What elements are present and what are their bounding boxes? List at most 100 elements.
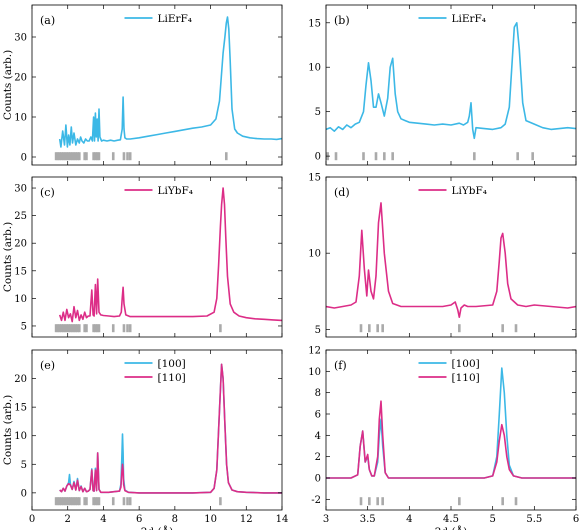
reflection-marker (92, 152, 95, 161)
series-line-primary (326, 202, 576, 318)
reflection-marker (92, 324, 95, 333)
x-tick-label: 4 (100, 514, 106, 525)
reflection-marker (219, 324, 222, 333)
reflection-marker (74, 324, 78, 333)
plot-frame (325, 4, 577, 166)
reflection-marker (65, 152, 69, 161)
chart-panel-a: 0 10 20 30 (a) LiErF₄ Counts (arb.) (2, 4, 283, 166)
legend-entry: [110] (452, 372, 480, 384)
legend-entry: [100] (158, 358, 186, 370)
y-axis-label: Counts (arb.) (2, 395, 14, 465)
reflection-marker (83, 152, 86, 161)
y-tick-label: 20 (14, 239, 27, 250)
chart-panel-c: 5 10 15 20 25 30 (c) LiYbF₄ Counts (arb.) (2, 176, 283, 338)
y-tick-label: 25 (14, 211, 27, 222)
reflection-marker (122, 324, 126, 333)
y-tick-label: 0 (21, 488, 27, 499)
reflection-marker (85, 152, 88, 161)
y-tick-label: 20 (14, 374, 27, 385)
reflection-marker (78, 152, 81, 161)
y-tick-label: 0 (315, 474, 321, 485)
panel-label: (a) (40, 14, 55, 27)
reflection-marker (65, 324, 69, 333)
reflection-marker (501, 497, 504, 506)
y-tick-label: 15 (308, 173, 321, 184)
reflection-marker (381, 497, 384, 506)
legend-entry: LiErF₄ (452, 13, 487, 25)
x-axis-label: 2d (Å) (435, 524, 468, 530)
y-tick-label: 5 (315, 107, 321, 118)
reflection-marker (122, 497, 126, 506)
reflection-marker (56, 324, 60, 333)
reflection-marker (514, 324, 518, 333)
reflection-marker (501, 324, 504, 333)
reflection-marker (69, 152, 72, 161)
reflection-marker (531, 152, 534, 161)
reflection-marker (111, 324, 115, 333)
y-tick-label: 30 (14, 184, 27, 195)
reflection-marker (56, 497, 60, 506)
reflection-marker (368, 497, 371, 506)
reflection-marker (97, 324, 101, 333)
y-tick-label: 15 (14, 266, 27, 277)
x-tick-label: 10 (204, 514, 217, 525)
reflection-marker (514, 497, 518, 506)
legend-entry: LiYbF₄ (452, 185, 487, 197)
reflection-marker (67, 152, 70, 161)
reflection-marker (85, 497, 88, 506)
y-tick-label: 2 (315, 452, 321, 463)
reflection-marker (69, 324, 72, 333)
reflection-marker (58, 497, 61, 506)
reflection-marker (74, 152, 78, 161)
reflection-marker (374, 152, 378, 161)
reflection-marker (94, 497, 97, 506)
y-tick-label: 4 (315, 431, 321, 442)
reflection-marker (94, 324, 97, 333)
x-tick-label: 12 (240, 514, 253, 525)
y-tick-label: 10 (308, 249, 321, 260)
chart-panel-d: 5 10 15 (d) LiYbF₄ (308, 173, 577, 338)
reflection-marker (111, 497, 115, 506)
series-line-secondary (326, 400, 576, 479)
reflection-marker (376, 324, 379, 333)
reflection-marker (383, 152, 386, 161)
reflection-marker (60, 324, 63, 333)
reflection-marker (362, 152, 365, 161)
y-tick-label: 12 (308, 346, 321, 357)
reflection-marker (368, 324, 371, 333)
series-line-primary (58, 16, 282, 148)
y-axis-label: Counts (arb.) (2, 222, 14, 292)
y-tick-label: 5 (21, 460, 27, 471)
panel-label: (d) (334, 186, 350, 199)
reflection-marker (359, 497, 363, 506)
reflection-marker (83, 324, 86, 333)
x-tick-label: 6 (573, 514, 579, 525)
reflection-marker (94, 152, 97, 161)
reflection-marker (516, 152, 519, 161)
reflection-marker (54, 152, 58, 161)
reflection-marker (85, 324, 88, 333)
reflection-marker (61, 152, 65, 161)
reflection-marker (97, 497, 101, 506)
legend-entry: [100] (452, 358, 480, 370)
y-tick-label: 10 (14, 431, 27, 442)
reflection-marker (359, 324, 363, 333)
legend-entry: LiYbF₄ (158, 185, 193, 197)
reflection-marker (72, 497, 76, 506)
y-tick-label: 10 (14, 294, 27, 305)
reflection-marker (95, 324, 99, 333)
x-axis-label: 2d (Å) (141, 524, 174, 530)
reflection-marker (76, 497, 79, 506)
panel-label: (f) (334, 359, 347, 372)
reflection-marker (67, 497, 70, 506)
y-tick-label: 8 (315, 388, 321, 399)
y-tick-label: 5 (315, 325, 321, 336)
reflection-marker (63, 152, 67, 161)
reflection-marker (473, 152, 476, 161)
reflection-marker (67, 324, 70, 333)
x-tick-label: 0 (29, 514, 35, 525)
reflection-marker (76, 152, 79, 161)
y-tick-label: 0 (315, 152, 321, 163)
x-tick-label: 5.5 (526, 514, 542, 525)
reflection-marker (458, 497, 461, 506)
